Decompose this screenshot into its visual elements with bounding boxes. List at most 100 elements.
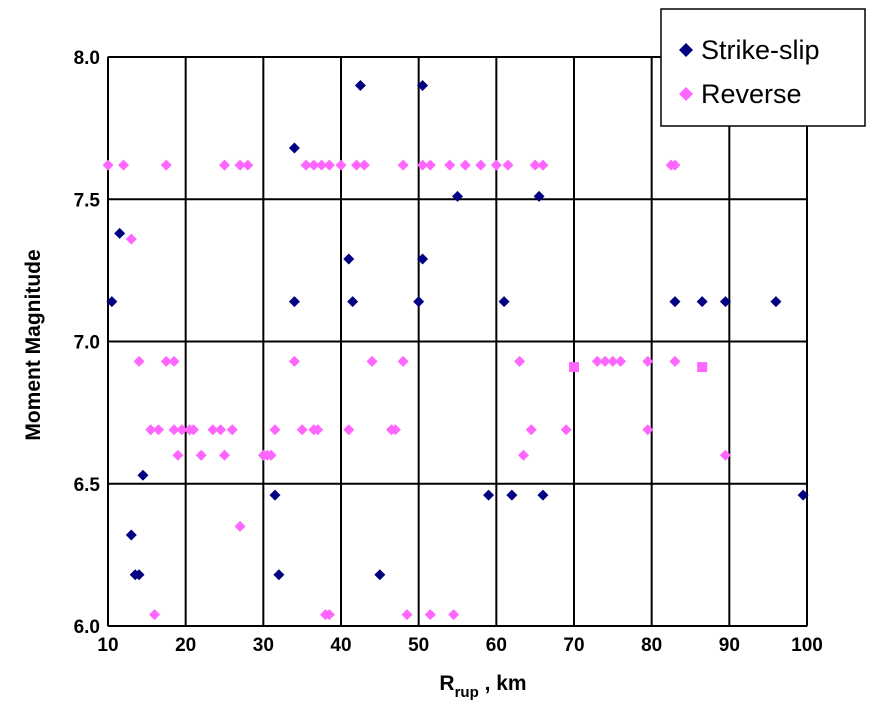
reverse-point — [358, 159, 370, 171]
reverse-point — [152, 424, 164, 436]
x-axis-title-subscript: rup — [455, 684, 479, 701]
reverse-point — [490, 159, 502, 171]
reverse-point — [269, 424, 281, 436]
reverse-point — [525, 424, 537, 436]
x-tick-label: 40 — [330, 635, 351, 656]
reverse-point — [343, 424, 355, 436]
strike-slip-point — [133, 569, 145, 581]
strike-slip-point — [269, 489, 281, 501]
strike-slip-point — [537, 489, 549, 501]
y-tick-label: 8.0 — [74, 48, 100, 69]
y-tick-labels: 6.0 6.5 7.0 7.5 8.0 — [74, 48, 101, 638]
reverse-point — [459, 159, 471, 171]
reverse-point — [351, 159, 363, 171]
strike-slip-point — [106, 296, 118, 308]
strike-slip-point — [533, 190, 545, 202]
reverse-point — [323, 609, 335, 621]
reverse-point — [118, 159, 130, 171]
strike-slip-point — [273, 569, 285, 581]
reverse-point — [502, 159, 514, 171]
reverse-point — [417, 159, 429, 171]
x-tick-label: 80 — [641, 635, 662, 656]
reverse-point — [642, 355, 654, 367]
reverse-point — [160, 159, 172, 171]
reverse-point — [176, 424, 188, 436]
x-tick-labels: 10 20 30 40 50 60 70 80 90 100 — [97, 635, 822, 656]
y-tick-label: 7.5 — [74, 190, 101, 211]
reverse-point — [296, 424, 308, 436]
reverse-point — [448, 609, 460, 621]
reverse-point — [149, 609, 161, 621]
strike-slip-point — [669, 296, 681, 308]
strike-slip-point — [417, 79, 429, 91]
x-tick-label: 100 — [791, 635, 823, 656]
strike-slip-point — [347, 296, 359, 308]
strike-slip-point — [452, 190, 463, 202]
strike-slip-point — [417, 253, 429, 265]
x-tick-label: 90 — [719, 635, 740, 656]
reverse-square-point — [569, 362, 579, 373]
reverse-point — [591, 355, 603, 367]
strike-slip-point — [498, 296, 510, 308]
reverse-point — [145, 424, 157, 436]
strike-slip-point — [696, 296, 708, 308]
x-tick-label: 20 — [175, 635, 196, 656]
reverse-point — [514, 355, 526, 367]
y-axis-title: Moment Magnitude — [22, 249, 45, 440]
reverse-point — [537, 159, 549, 171]
strike-slip-point — [125, 529, 137, 541]
legend-marker-strike-slip — [679, 43, 693, 57]
reverse-point — [444, 159, 456, 171]
reverse-point — [397, 159, 409, 171]
reverse-point — [187, 424, 199, 436]
reverse-point — [215, 424, 227, 436]
data-points — [102, 79, 809, 621]
reverse-point — [219, 159, 230, 171]
reverse-point — [308, 159, 320, 171]
x-tick-label: 60 — [486, 635, 507, 656]
x-axis-title-suffix: , km — [479, 672, 527, 695]
legend: Strike-slip Reverse — [660, 8, 866, 127]
reverse-point — [125, 233, 137, 245]
reverse-point — [424, 609, 436, 621]
reverse-point — [599, 355, 611, 367]
reverse-point — [518, 449, 530, 461]
reverse-square-point — [697, 362, 708, 373]
reverse-point — [424, 159, 436, 171]
legend-marker-reverse — [679, 87, 693, 101]
reverse-point — [401, 609, 413, 621]
reverse-point — [335, 159, 347, 171]
reverse-point — [226, 424, 238, 436]
strike-slip-point — [343, 253, 355, 265]
reverse-point — [300, 159, 312, 171]
reverse-point — [669, 355, 681, 367]
reverse-point — [719, 449, 731, 461]
reverse-point — [265, 449, 277, 461]
strike-slip-point — [797, 489, 809, 501]
reverse-point — [397, 355, 409, 367]
reverse-point — [529, 159, 541, 171]
strike-slip-point — [288, 296, 300, 308]
strike-slip-point — [719, 296, 731, 308]
reverse-point — [642, 424, 654, 436]
strike-slip-point — [288, 142, 300, 154]
y-tick-label: 6.0 — [74, 617, 100, 638]
reverse-point — [195, 449, 207, 461]
reverse-point — [607, 355, 619, 367]
reverse-point — [475, 159, 487, 171]
x-tick-label: 10 — [97, 635, 118, 656]
reverse-point — [366, 355, 378, 367]
legend-label-strike-slip: Strike-slip — [701, 35, 820, 65]
reverse-point — [389, 424, 401, 436]
strike-slip-point — [354, 79, 366, 91]
reverse-point — [316, 159, 328, 171]
x-tick-label: 30 — [253, 635, 274, 656]
strike-slip-point — [506, 489, 518, 501]
reverse-point — [234, 159, 246, 171]
legend-label-reverse: Reverse — [701, 79, 802, 109]
x-tick-label: 50 — [408, 635, 429, 656]
strike-slip-point — [413, 296, 425, 308]
y-tick-label: 6.5 — [74, 475, 101, 496]
legend-box — [660, 8, 866, 127]
